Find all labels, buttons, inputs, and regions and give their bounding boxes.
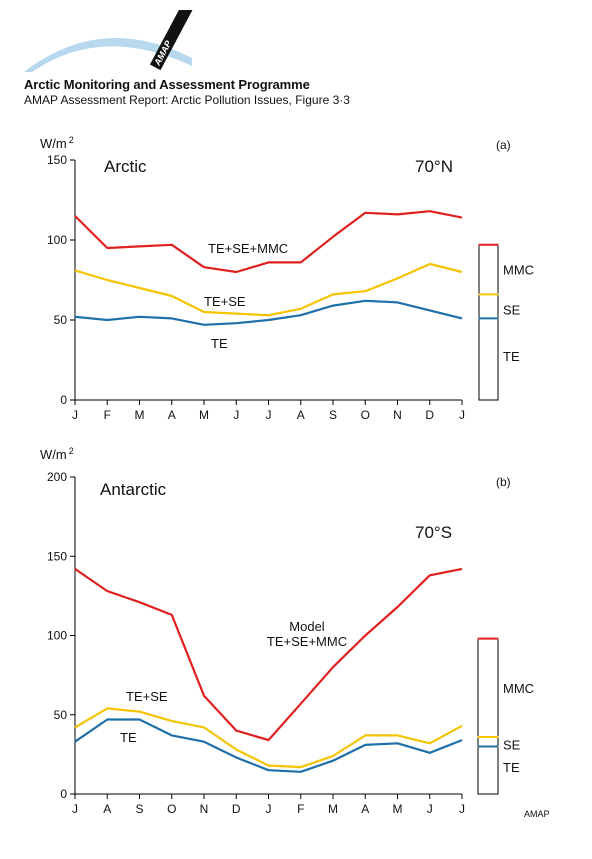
panel-2-x-tick-label: J: [427, 802, 433, 816]
panel-1-x-tick-label: F: [104, 408, 111, 422]
panel-2-x-tick-label: M: [393, 802, 403, 816]
panel-1-panel-label: (a): [496, 138, 511, 152]
panel-2-series-label: Model: [289, 619, 325, 634]
panel-2-series-label: TE+SE: [126, 689, 168, 704]
panel-1-y-unit-label: W/m 2: [40, 135, 74, 151]
panel-2-y-tick-label: 50: [54, 708, 68, 722]
panel-1-bar-legend-label: MMC: [503, 263, 534, 278]
panel-1-y-unit-superscript: 2: [69, 135, 74, 145]
panel-2-x-tick-label: S: [135, 802, 143, 816]
panel-1-series-line-te: [74, 299, 463, 326]
panel-1-series-line-te-se: [74, 262, 463, 317]
panel-2-y-tick-label: 200: [47, 470, 67, 484]
panel-2-bar-legend-label: SE: [503, 738, 521, 753]
panel-2-series-line-te: [74, 718, 463, 773]
panel-1-x-tick-label: M: [135, 408, 145, 422]
panel-2-y-unit-superscript: 2: [69, 446, 74, 456]
panel-2-x-tick-label: J: [72, 802, 78, 816]
panel-1-x-tick-label: M: [199, 408, 209, 422]
panel-1-x-tick-label: J: [459, 408, 465, 422]
panel-2-y-tick-label: 100: [47, 629, 67, 643]
report-title: AMAP Assessment Report: Arctic Pollution…: [24, 93, 350, 107]
panel-2-y-tick-label: 0: [60, 787, 67, 801]
panel-1-x-tick-label: J: [266, 408, 272, 422]
panel-1-series-label: TE+SE+MMC: [208, 241, 288, 256]
panel-2-x-tick-label: J: [459, 802, 465, 816]
panel-2-series-line-te-se-mmc: [74, 567, 463, 742]
logo-arc: [24, 38, 192, 72]
panel-1-bar-legend-label: TE: [503, 349, 520, 364]
panel-2-x-tick-label: N: [200, 802, 209, 816]
panel-2-x-tick-label: A: [103, 802, 111, 816]
panel-1-x-tick-label: J: [233, 408, 239, 422]
panel-2-x-tick-label: J: [266, 802, 272, 816]
panel-2-latitude-label: 70°S: [415, 523, 452, 542]
panel-2-panel-label: (b): [496, 475, 511, 489]
panel-1-y-tick-label: 150: [47, 153, 67, 167]
panel-2-y-unit-label: W/m 2: [40, 446, 74, 462]
panel-2-series-label: TE+SE+MMC: [267, 634, 347, 649]
panel-2-x-tick-label: O: [167, 802, 176, 816]
panel-1-x-tick-label: O: [361, 408, 370, 422]
panel-2-x-tick-label: M: [328, 802, 338, 816]
report-header: AMAP Arctic Monitoring and Assessment Pr…: [0, 0, 592, 120]
panel-1-series-label: TE+SE: [204, 294, 246, 309]
panel-1-x-tick-label: A: [168, 408, 176, 422]
panel-2-x-tick-label: A: [361, 802, 369, 816]
panel-1-x-tick-label: D: [425, 408, 434, 422]
panel-1-x-tick-label: A: [297, 408, 305, 422]
footer-credit: AMAP: [524, 809, 550, 819]
panel-1-series-line-te-se-mmc: [74, 210, 463, 274]
panel-2-bar-legend-label: MMC: [503, 681, 534, 696]
panel-2-region-label: Antarctic: [100, 480, 167, 499]
panel-2-series-line-te-se: [74, 707, 463, 769]
panel-2-x-tick-label: F: [297, 802, 304, 816]
panel-2-y-tick-label: 150: [47, 549, 67, 563]
panel-1-y-tick-label: 100: [47, 233, 67, 247]
panel-1-latitude-label: 70°N: [415, 157, 453, 176]
panel-1-x-tick-label: S: [329, 408, 337, 422]
panel-1-bar-legend-box: [478, 244, 499, 401]
panel-2-bar-legend-box: [477, 638, 499, 795]
panel-1-region-label: Arctic: [104, 157, 147, 176]
logo-bar: [149, 10, 193, 71]
panel-2-bar-legend-label: TE: [503, 760, 520, 775]
panel-1-bar-legend-label: SE: [503, 302, 521, 317]
panel-2-x-tick-label: D: [232, 802, 241, 816]
panel-1-y-tick-label: 0: [60, 393, 67, 407]
panel-1-series-label: TE: [211, 336, 228, 351]
amap-logo: AMAP: [24, 10, 193, 72]
panel-1-x-tick-label: N: [393, 408, 402, 422]
panel-2-series-label: TE: [120, 730, 137, 745]
org-title: Arctic Monitoring and Assessment Program…: [24, 77, 310, 92]
panel-1-y-tick-label: 50: [54, 313, 68, 327]
panel-1-x-tick-label: J: [72, 408, 78, 422]
